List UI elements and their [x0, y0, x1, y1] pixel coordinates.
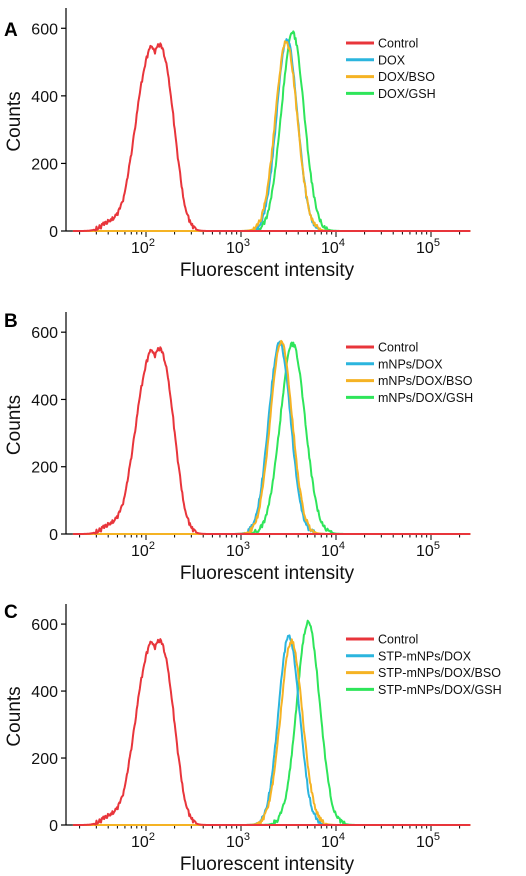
x-tick-label: 103 — [226, 237, 250, 257]
legend-label: DOX/GSH — [378, 87, 436, 101]
series-line-0 — [72, 638, 471, 826]
panel-letter: C — [4, 602, 18, 623]
x-tick-label: 104 — [321, 540, 345, 560]
x-tick-label: 104 — [321, 237, 345, 257]
y-tick-label: 400 — [31, 392, 58, 409]
series-line-1 — [72, 634, 471, 826]
chart-panel-a: A Counts Fluorescent intensity 0 200 400 600 10… — [4, 8, 471, 281]
x-tick-label: 102 — [131, 540, 155, 560]
y-axis-title: Counts — [4, 395, 25, 455]
legend-label: STP-mNPs/DOX/GSH — [378, 683, 502, 697]
legend-label: mNPs/DOX — [378, 357, 443, 371]
y-tick-label: 600 — [31, 325, 58, 342]
series-line-3 — [72, 30, 471, 232]
y-tick-label: 600 — [31, 21, 58, 38]
y-tick-label: 600 — [31, 617, 58, 634]
x-tick-label: 102 — [131, 831, 155, 851]
x-axis-title: Fluorescent intensity — [180, 854, 355, 875]
x-tick-label: 103 — [226, 831, 250, 851]
x-tick-label: 105 — [416, 540, 440, 560]
x-tick-label: 103 — [226, 540, 250, 560]
legend-label: STP-mNPs/DOX/BSO — [378, 666, 501, 680]
x-tick-label: 102 — [131, 237, 155, 257]
series-line-1 — [72, 38, 471, 232]
x-axis-title: Fluorescent intensity — [180, 260, 355, 281]
series-line-0 — [72, 42, 471, 232]
panel-letter: B — [4, 311, 18, 332]
y-tick-label: 400 — [31, 89, 58, 106]
series-line-0 — [72, 346, 471, 535]
y-tick-label: 0 — [49, 527, 58, 544]
y-tick-label: 0 — [49, 818, 58, 835]
legend-label: Control — [378, 37, 418, 51]
y-axis-title: Counts — [4, 686, 25, 746]
y-tick-label: 200 — [31, 751, 58, 768]
legend-label: Control — [378, 341, 418, 355]
y-tick-label: 0 — [49, 224, 58, 241]
legend-label: mNPs/DOX/BSO — [378, 374, 473, 388]
y-tick-label: 400 — [31, 684, 58, 701]
legend-label: DOX — [378, 53, 406, 67]
x-tick-label: 104 — [321, 831, 345, 851]
chart-panel-c: C Counts Fluorescent intensity 0 200 400 600 10… — [4, 602, 502, 875]
legend-label: DOX/BSO — [378, 70, 435, 84]
y-axis-title: Counts — [4, 91, 25, 151]
y-tick-label: 200 — [31, 156, 58, 173]
legend-label: mNPs/DOX/GSH — [378, 391, 473, 405]
x-tick-label: 105 — [416, 237, 440, 257]
chart-panel-b: B Counts Fluorescent intensity 0 200 400 600 10… — [4, 311, 473, 584]
panel-letter: A — [4, 20, 18, 41]
y-tick-label: 200 — [31, 460, 58, 477]
x-tick-label: 105 — [416, 831, 440, 851]
legend-label: STP-mNPs/DOX — [378, 649, 472, 663]
x-axis-title: Fluorescent intensity — [180, 563, 355, 584]
legend-label: Control — [378, 633, 418, 647]
